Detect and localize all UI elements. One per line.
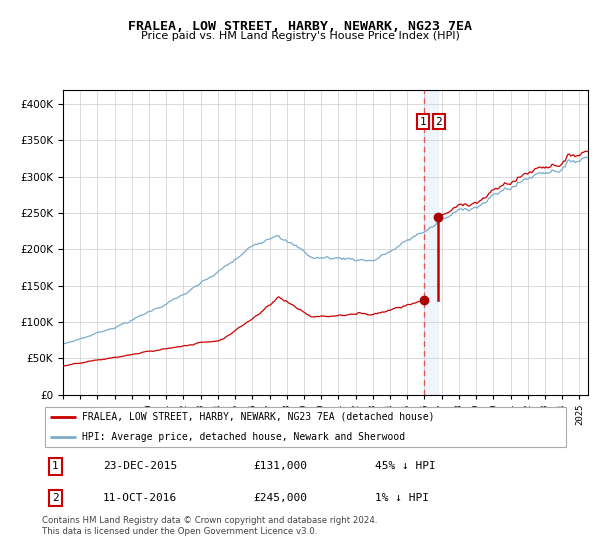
Text: 1: 1 bbox=[420, 116, 427, 127]
Text: Contains HM Land Registry data © Crown copyright and database right 2024.
This d: Contains HM Land Registry data © Crown c… bbox=[42, 516, 377, 536]
Text: 2: 2 bbox=[436, 116, 442, 127]
Text: 1% ↓ HPI: 1% ↓ HPI bbox=[374, 493, 428, 503]
FancyBboxPatch shape bbox=[44, 407, 566, 447]
Text: FRALEA, LOW STREET, HARBY, NEWARK, NG23 7EA (detached house): FRALEA, LOW STREET, HARBY, NEWARK, NG23 … bbox=[82, 412, 434, 422]
Text: 23-DEC-2015: 23-DEC-2015 bbox=[103, 461, 177, 472]
Text: £131,000: £131,000 bbox=[253, 461, 307, 472]
Text: £245,000: £245,000 bbox=[253, 493, 307, 503]
Text: HPI: Average price, detached house, Newark and Sherwood: HPI: Average price, detached house, Newa… bbox=[82, 432, 405, 441]
Bar bbox=[424, 90, 438, 395]
Text: 2: 2 bbox=[52, 493, 59, 503]
Text: 11-OCT-2016: 11-OCT-2016 bbox=[103, 493, 177, 503]
Text: 45% ↓ HPI: 45% ↓ HPI bbox=[374, 461, 436, 472]
Text: FRALEA, LOW STREET, HARBY, NEWARK, NG23 7EA: FRALEA, LOW STREET, HARBY, NEWARK, NG23 … bbox=[128, 20, 472, 33]
Text: Price paid vs. HM Land Registry's House Price Index (HPI): Price paid vs. HM Land Registry's House … bbox=[140, 31, 460, 41]
Text: 1: 1 bbox=[52, 461, 59, 472]
